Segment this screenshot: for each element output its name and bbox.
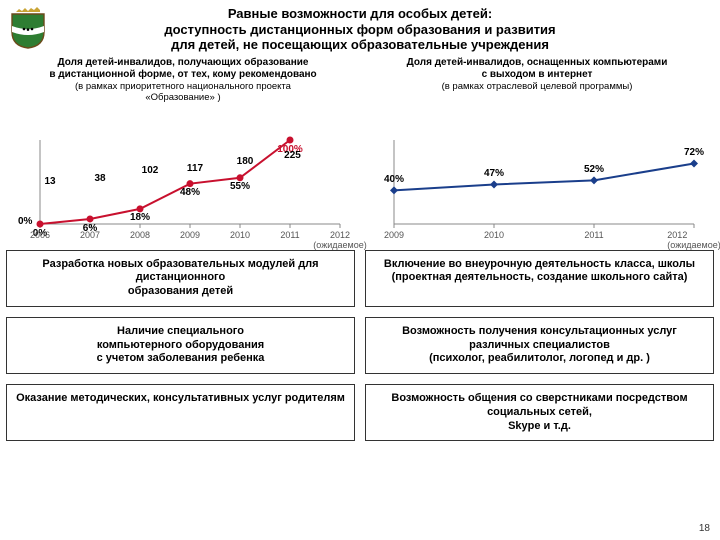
x-label: 2007 bbox=[80, 230, 100, 240]
benefit-cell: Возможность получения консультационных у… bbox=[365, 317, 714, 374]
pct-label: 48% bbox=[180, 187, 200, 198]
chart-left-sub-1: (в рамках приоритетного национального пр… bbox=[10, 81, 356, 92]
x-label: 2006 bbox=[30, 230, 50, 240]
title-line-3: для детей, не посещающих образовательные… bbox=[60, 37, 660, 53]
chart-left: Доля детей-инвалидов, получающих образов… bbox=[6, 57, 360, 246]
chart-right-plot: 40%47%52%72%2009201020112012 (ожидаемое) bbox=[364, 106, 710, 246]
count-label: 38 bbox=[94, 173, 105, 184]
count-label: 102 bbox=[142, 165, 159, 176]
count-label: 13 bbox=[44, 176, 55, 187]
benefits-grid: Разработка новых образовательных модулей… bbox=[0, 246, 720, 442]
pct-label: 55% bbox=[230, 181, 250, 192]
chart-left-sub-2: «Образование» ) bbox=[10, 92, 356, 103]
x-label: 2009 bbox=[180, 230, 200, 240]
x-label: 2009 bbox=[384, 230, 404, 240]
page-title: Равные возможности для особых детей: дос… bbox=[0, 0, 720, 57]
benefit-cell: Включение во внеурочную деятельность кла… bbox=[365, 250, 714, 307]
chart-right-sub-1: (в рамках отраслевой целевой программы) bbox=[364, 81, 710, 92]
benefit-row: Разработка новых образовательных модулей… bbox=[6, 250, 714, 307]
chart-left-plot: 0%6%18%48%55%100%13381021171802252006200… bbox=[10, 106, 356, 246]
pct-label: 52% bbox=[584, 164, 604, 175]
title-line-1: Равные возможности для особых детей: bbox=[60, 6, 660, 22]
chart-right: Доля детей-инвалидов, оснащенных компьют… bbox=[360, 57, 714, 246]
pct-label: 18% bbox=[130, 212, 150, 223]
page-number: 18 bbox=[699, 523, 710, 534]
pct-label: 72% bbox=[684, 147, 704, 158]
benefit-cell: Оказание методических, консультативных у… bbox=[6, 384, 355, 441]
x-label: 2012 (ожидаемое) bbox=[667, 230, 720, 250]
pct-label: 47% bbox=[484, 168, 504, 179]
title-line-2: доступность дистанционных форм образован… bbox=[60, 22, 660, 38]
x-label: 2011 bbox=[584, 230, 603, 240]
emblem bbox=[6, 6, 50, 50]
pct-label: 40% bbox=[384, 174, 404, 185]
benefit-cell: Возможность общения со сверстниками поср… bbox=[365, 384, 714, 441]
count-label: 225 bbox=[284, 150, 301, 161]
benefit-row: Наличие специальногокомпьютерного оборуд… bbox=[6, 317, 714, 374]
chart-left-title-2: в дистанционной форме, от тех, кому реко… bbox=[10, 69, 356, 81]
x-label: 2010 bbox=[230, 230, 250, 240]
y-zero: 0% bbox=[18, 216, 32, 227]
chart-right-title-1: Доля детей-инвалидов, оснащенных компьют… bbox=[364, 57, 710, 69]
x-label: 2012 (ожидаемое) bbox=[313, 230, 366, 250]
x-label: 2011 bbox=[280, 230, 299, 240]
count-label: 180 bbox=[237, 156, 254, 167]
benefit-row: Оказание методических, консультативных у… bbox=[6, 384, 714, 441]
benefit-cell: Разработка новых образовательных модулей… bbox=[6, 250, 355, 307]
count-label: 117 bbox=[187, 163, 203, 174]
benefit-cell: Наличие специальногокомпьютерного оборуд… bbox=[6, 317, 355, 374]
charts-row: Доля детей-инвалидов, получающих образов… bbox=[0, 57, 720, 246]
chart-left-title-1: Доля детей-инвалидов, получающих образов… bbox=[10, 57, 356, 69]
chart-right-title-2: с выходом в интернет bbox=[364, 69, 710, 81]
x-label: 2008 bbox=[130, 230, 150, 240]
x-label: 2010 bbox=[484, 230, 504, 240]
